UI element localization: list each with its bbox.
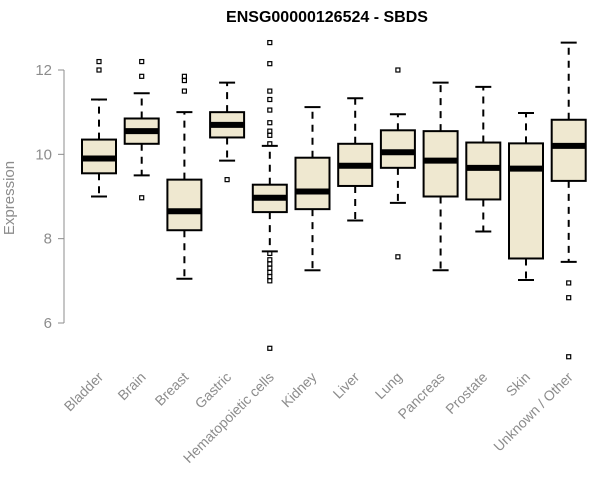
iqr-box <box>379 129 416 169</box>
outlier-point <box>181 77 187 84</box>
outlier-point <box>267 278 273 284</box>
outlier-point <box>267 269 273 275</box>
x-tick-label: Pancreas <box>395 369 448 422</box>
iqr-box <box>508 142 544 260</box>
x-tick-label: Skin <box>503 369 534 400</box>
box-pancreas <box>422 81 459 272</box>
box-prostate <box>465 85 502 233</box>
y-axis: 6 8 10 12 <box>35 62 65 332</box>
outlier-point <box>267 257 273 263</box>
outlier-point <box>267 132 273 138</box>
outlier-point <box>267 141 273 147</box>
box-lung <box>379 67 416 260</box>
outlier-point <box>181 73 187 79</box>
outlier-point <box>267 345 273 351</box>
outlier-point <box>181 88 187 94</box>
outlier-point <box>267 265 273 271</box>
chart-title: ENSG00000126524 - SBDS <box>226 9 428 26</box>
outlier-point <box>139 195 145 201</box>
x-tick-label: Prostate <box>442 369 490 417</box>
iqr-box <box>294 156 331 211</box>
outlier-point <box>267 39 273 46</box>
outlier-point <box>267 96 273 103</box>
iqr-box <box>465 141 502 201</box>
y-tick-label: 6 <box>44 315 52 332</box>
outlier-point <box>267 274 273 280</box>
boxes-group <box>81 39 587 360</box>
outlier-point <box>267 61 273 67</box>
box-brain <box>123 58 160 201</box>
outlier-point <box>139 58 145 65</box>
iqr-box <box>550 118 587 182</box>
x-tick-label: Brain <box>114 369 148 403</box>
outlier-point <box>566 280 572 286</box>
x-tick-label: Unknown / Other <box>490 369 576 455</box>
outlier-point <box>267 88 273 94</box>
outlier-point <box>395 67 401 73</box>
box-hematopoietic-cells <box>251 39 288 351</box>
outlier-point <box>96 67 102 73</box>
box-skin <box>508 112 544 281</box>
outlier-point <box>96 58 102 65</box>
outlier-point <box>267 107 273 113</box>
box-unknown-other <box>550 41 587 360</box>
outlier-point <box>224 177 230 183</box>
outlier-point <box>395 254 401 260</box>
x-tick-label: Lung <box>372 369 405 402</box>
x-tick-label: Liver <box>330 369 363 402</box>
x-tick-label: Gastric <box>192 369 235 412</box>
y-tick-label: 12 <box>35 62 52 79</box>
outlier-point <box>267 128 273 134</box>
y-tick-label: 8 <box>44 231 52 248</box>
outlier-point <box>267 120 273 126</box>
outlier-point <box>139 73 145 79</box>
box-gastric <box>209 81 246 183</box>
outlier-point <box>267 250 273 257</box>
iqr-box <box>422 130 459 198</box>
outlier-point <box>267 261 273 267</box>
x-tick-label: Bladder <box>61 369 107 415</box>
x-tick-label: Kidney <box>278 369 320 411</box>
y-axis-label: Expression <box>1 161 18 235</box>
box-liver <box>337 97 374 222</box>
box-kidney <box>294 106 331 272</box>
box-bladder <box>81 58 117 198</box>
x-tick-label: Breast <box>152 369 192 409</box>
outlier-point <box>566 354 572 360</box>
box-breast <box>166 73 203 280</box>
iqr-box <box>166 178 203 232</box>
outlier-point <box>566 295 572 301</box>
y-tick-label: 10 <box>35 146 52 163</box>
